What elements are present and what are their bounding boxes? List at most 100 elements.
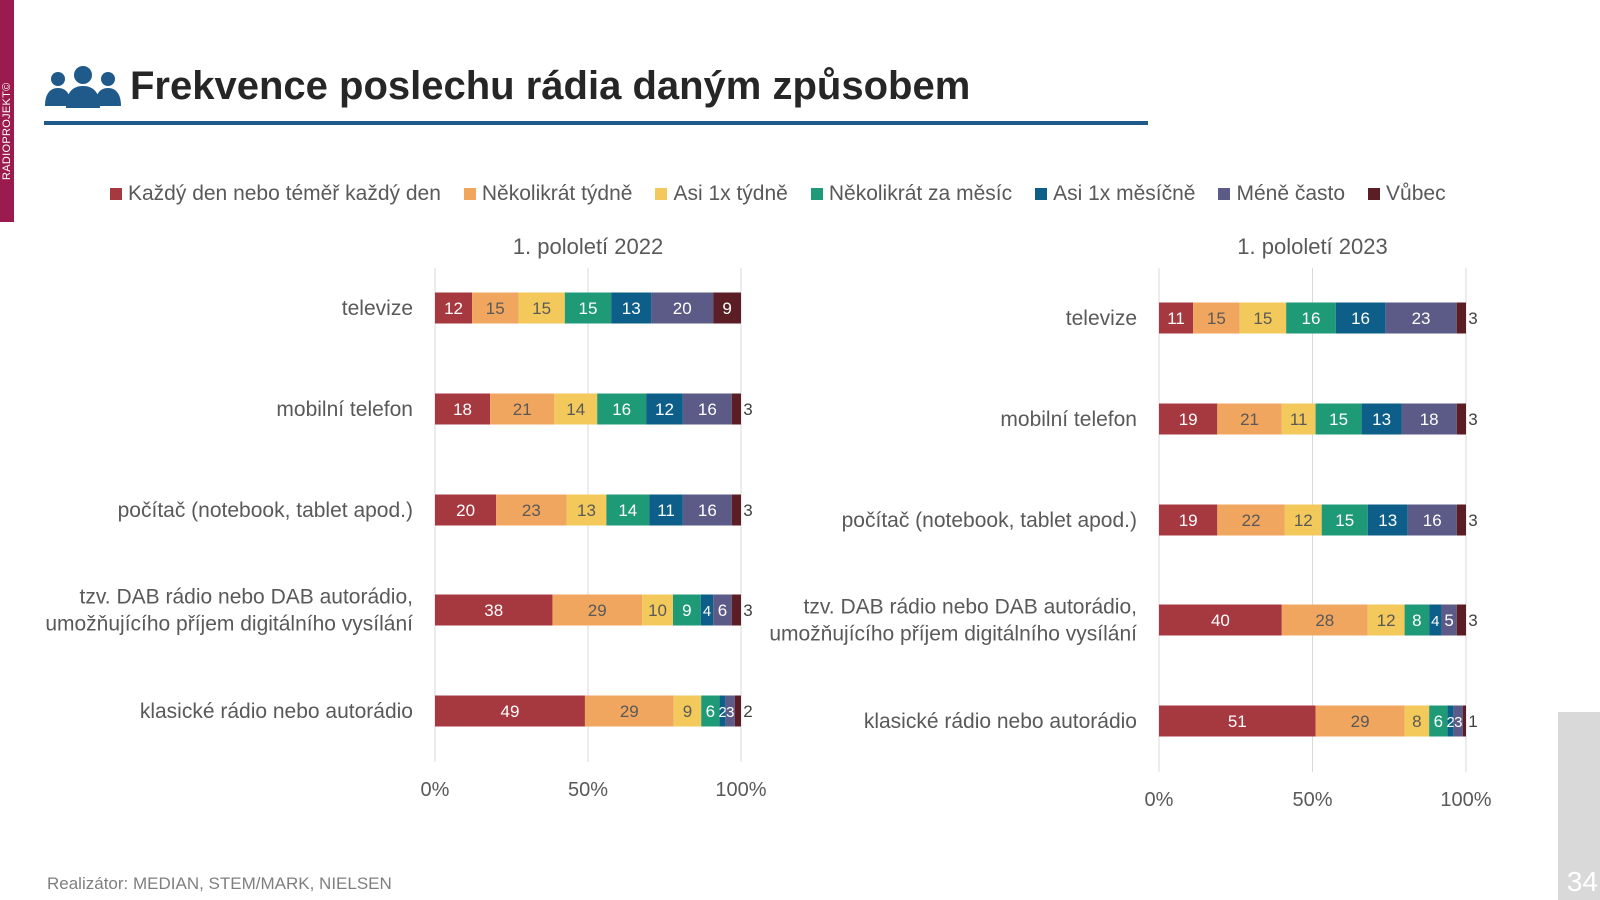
page-number: 34 [1566, 866, 1598, 897]
bar-segment [1429, 604, 1442, 636]
bar-segment [1456, 302, 1466, 334]
bar-segment [1321, 504, 1368, 536]
data-label: 13 [622, 299, 641, 318]
data-label: 28 [1315, 611, 1334, 630]
data-label: 18 [1420, 410, 1439, 429]
data-label: 15 [1329, 410, 1348, 429]
data-label: 9 [722, 299, 731, 318]
data-label: 51 [1228, 712, 1247, 731]
category-label: mobilní telefon [276, 398, 413, 421]
legend-item: Několikrát za měsíc [810, 182, 1013, 206]
bar-segment [713, 292, 741, 324]
bar-segment [1284, 504, 1322, 536]
data-label: 16 [1423, 511, 1442, 530]
data-label: 3 [743, 400, 752, 419]
data-label: 10 [648, 601, 667, 620]
bar-segment [1159, 504, 1218, 536]
bar-segment [1335, 302, 1386, 334]
data-label: 13 [577, 501, 596, 520]
data-label: 20 [456, 501, 475, 520]
bar-segment [1447, 705, 1454, 737]
bar-segment [1404, 705, 1430, 737]
data-label: 12 [444, 299, 463, 318]
footer-source: Realizátor: MEDIAN, STEM/MARK, NIELSEN [47, 874, 392, 893]
data-label: 5 [1444, 611, 1453, 630]
data-label: 2 [718, 704, 726, 721]
category-label: tzv. DAB rádio nebo DAB autorádio, umožňu… [769, 596, 1137, 646]
bar-segment [1456, 604, 1466, 636]
bar-segment [1217, 504, 1285, 536]
data-label: 9 [683, 702, 692, 721]
bar-segment [651, 292, 714, 324]
bar-segment [1159, 604, 1282, 636]
bar-segment [1193, 302, 1240, 334]
bar-segment [673, 594, 701, 626]
x-tick-label: 0% [421, 779, 450, 801]
data-label: 14 [618, 501, 637, 520]
category-label: mobilní telefon [1000, 408, 1137, 431]
bar-segment [731, 494, 741, 526]
bar-segment [682, 393, 732, 425]
bar-segment [496, 494, 567, 526]
data-label: 3 [743, 601, 752, 620]
data-label: 23 [522, 501, 541, 520]
bar-segment [554, 393, 598, 425]
data-label: 29 [588, 601, 607, 620]
legend-label: Několikrát týdně [481, 182, 633, 205]
slide-header: Frekvence poslechu rádia daným způsobem [44, 58, 970, 114]
data-label: 1 [1468, 712, 1477, 731]
legend-item: Vůbec [1368, 182, 1446, 206]
data-label: 3 [1468, 611, 1477, 630]
data-label: 16 [1351, 309, 1370, 328]
bar-segment [1441, 604, 1457, 636]
bar-segment [1281, 604, 1368, 636]
bar-segment [435, 292, 473, 324]
bar-segment [719, 695, 726, 727]
title-underline [44, 121, 1148, 125]
data-label: 18 [453, 400, 472, 419]
bar-segment [1429, 705, 1448, 737]
data-label: 11 [1167, 309, 1185, 328]
data-label: 11 [1290, 410, 1308, 429]
x-tick-label: 100% [1440, 789, 1491, 811]
bar-segment [1367, 504, 1408, 536]
bar-segment [1159, 302, 1194, 334]
bar-segment [642, 594, 673, 626]
data-label: 2 [743, 702, 752, 721]
data-label: 14 [566, 400, 585, 419]
data-label: 16 [612, 400, 631, 419]
legend-label: Každý den nebo téměř každý den [128, 182, 441, 205]
bar-segment [472, 292, 519, 324]
data-label: 15 [1207, 309, 1226, 328]
bar-segment [1239, 302, 1287, 334]
data-label: 15 [1253, 309, 1272, 328]
data-label: 15 [486, 299, 505, 318]
data-label: 15 [1335, 511, 1354, 530]
data-label: 16 [698, 400, 717, 419]
data-label: 11 [657, 501, 675, 520]
bar-segment [584, 695, 674, 727]
page-title: Frekvence poslechu rádia daným způsobem [130, 63, 971, 108]
legend-swatch [810, 188, 823, 200]
bar-segment [673, 695, 702, 727]
bar-segment [1281, 403, 1316, 435]
side-brand-tab: RADIOPROJEKT© [0, 0, 14, 222]
bar-segment [1453, 705, 1463, 737]
data-label: 15 [532, 299, 551, 318]
data-label: 15 [579, 299, 598, 318]
legend-label: Několikrát za měsíc [828, 182, 1013, 205]
bar-segment [1385, 302, 1457, 334]
bar-segment [713, 594, 732, 626]
people-group-icon [45, 66, 121, 108]
bar-segment [1286, 302, 1336, 334]
bar-segment [1456, 504, 1466, 536]
bar-segment [1367, 604, 1405, 636]
legend-swatch [655, 188, 668, 200]
bar-segment [731, 393, 741, 425]
legend-item: Asi 1x měsíčně [1035, 182, 1195, 206]
data-label: 23 [1412, 309, 1431, 328]
bar-segment [490, 393, 555, 425]
bar-segment [649, 494, 683, 526]
bar-segment [435, 695, 585, 727]
